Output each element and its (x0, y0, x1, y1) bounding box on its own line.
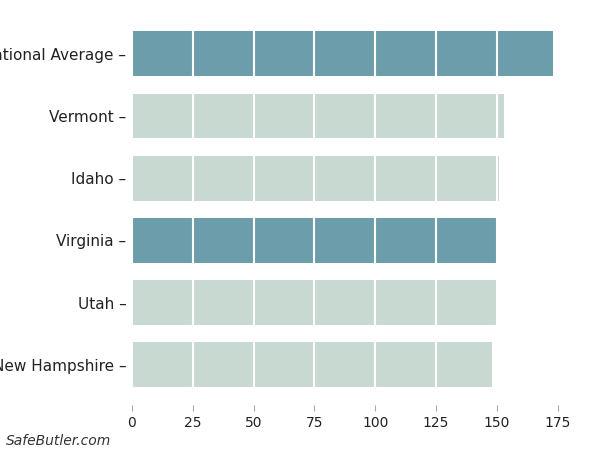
Bar (132, 32, 553, 76)
Bar (132, 94, 504, 138)
Bar (132, 156, 499, 201)
Text: SafeButler.com: SafeButler.com (6, 434, 111, 448)
Bar (132, 218, 497, 263)
Bar (132, 280, 497, 325)
Bar (132, 342, 492, 387)
